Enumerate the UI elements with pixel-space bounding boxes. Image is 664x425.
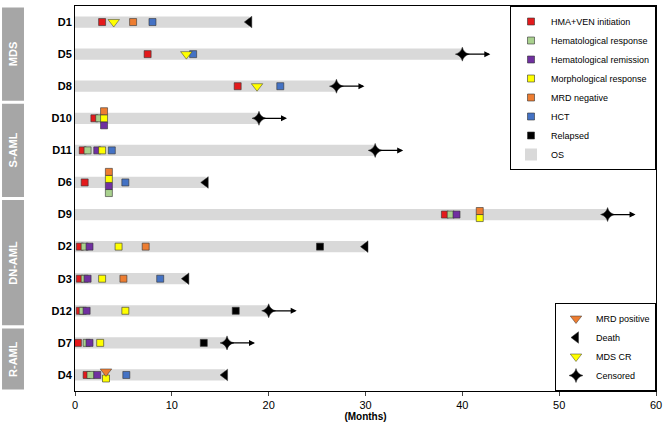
svg-text:HCT: HCT	[551, 112, 570, 122]
svg-text:(Months): (Months)	[344, 411, 386, 422]
svg-text:D9: D9	[58, 208, 72, 220]
svg-text:D1: D1	[58, 16, 72, 28]
svg-text:D8: D8	[58, 80, 72, 92]
svg-text:D6: D6	[58, 176, 72, 188]
svg-text:D12: D12	[52, 305, 72, 317]
svg-text:MDS: MDS	[7, 42, 19, 66]
svg-text:D4: D4	[58, 369, 73, 381]
svg-text:D7: D7	[58, 337, 72, 349]
svg-text:MDS CR: MDS CR	[596, 352, 632, 362]
svg-text:30: 30	[359, 399, 371, 411]
svg-text:Morphological response: Morphological response	[551, 74, 647, 84]
svg-text:Censored: Censored	[596, 371, 635, 381]
svg-text:MRD negative: MRD negative	[551, 93, 608, 103]
svg-text:50: 50	[553, 399, 565, 411]
svg-text:D11: D11	[52, 144, 72, 156]
svg-text:S-AML: S-AML	[7, 132, 19, 167]
svg-text:0: 0	[72, 399, 78, 411]
svg-text:Hematological response: Hematological response	[551, 36, 648, 46]
svg-text:Hematological remission: Hematological remission	[551, 55, 649, 65]
svg-text:MRD positive: MRD positive	[596, 314, 650, 324]
svg-text:20: 20	[263, 399, 275, 411]
svg-text:D2: D2	[58, 240, 72, 252]
svg-text:Relapsed: Relapsed	[551, 131, 589, 141]
svg-text:D5: D5	[58, 48, 72, 60]
svg-text:Death: Death	[596, 333, 620, 343]
svg-text:HMA+VEN initiation: HMA+VEN initiation	[551, 17, 630, 27]
svg-text:OS: OS	[551, 150, 564, 160]
svg-text:10: 10	[166, 399, 178, 411]
svg-text:DN-AML: DN-AML	[7, 241, 19, 285]
svg-text:R-AML: R-AML	[7, 341, 19, 377]
svg-text:D3: D3	[58, 273, 72, 285]
svg-text:60: 60	[650, 399, 662, 411]
svg-text:D10: D10	[52, 112, 72, 124]
svg-text:40: 40	[456, 399, 468, 411]
